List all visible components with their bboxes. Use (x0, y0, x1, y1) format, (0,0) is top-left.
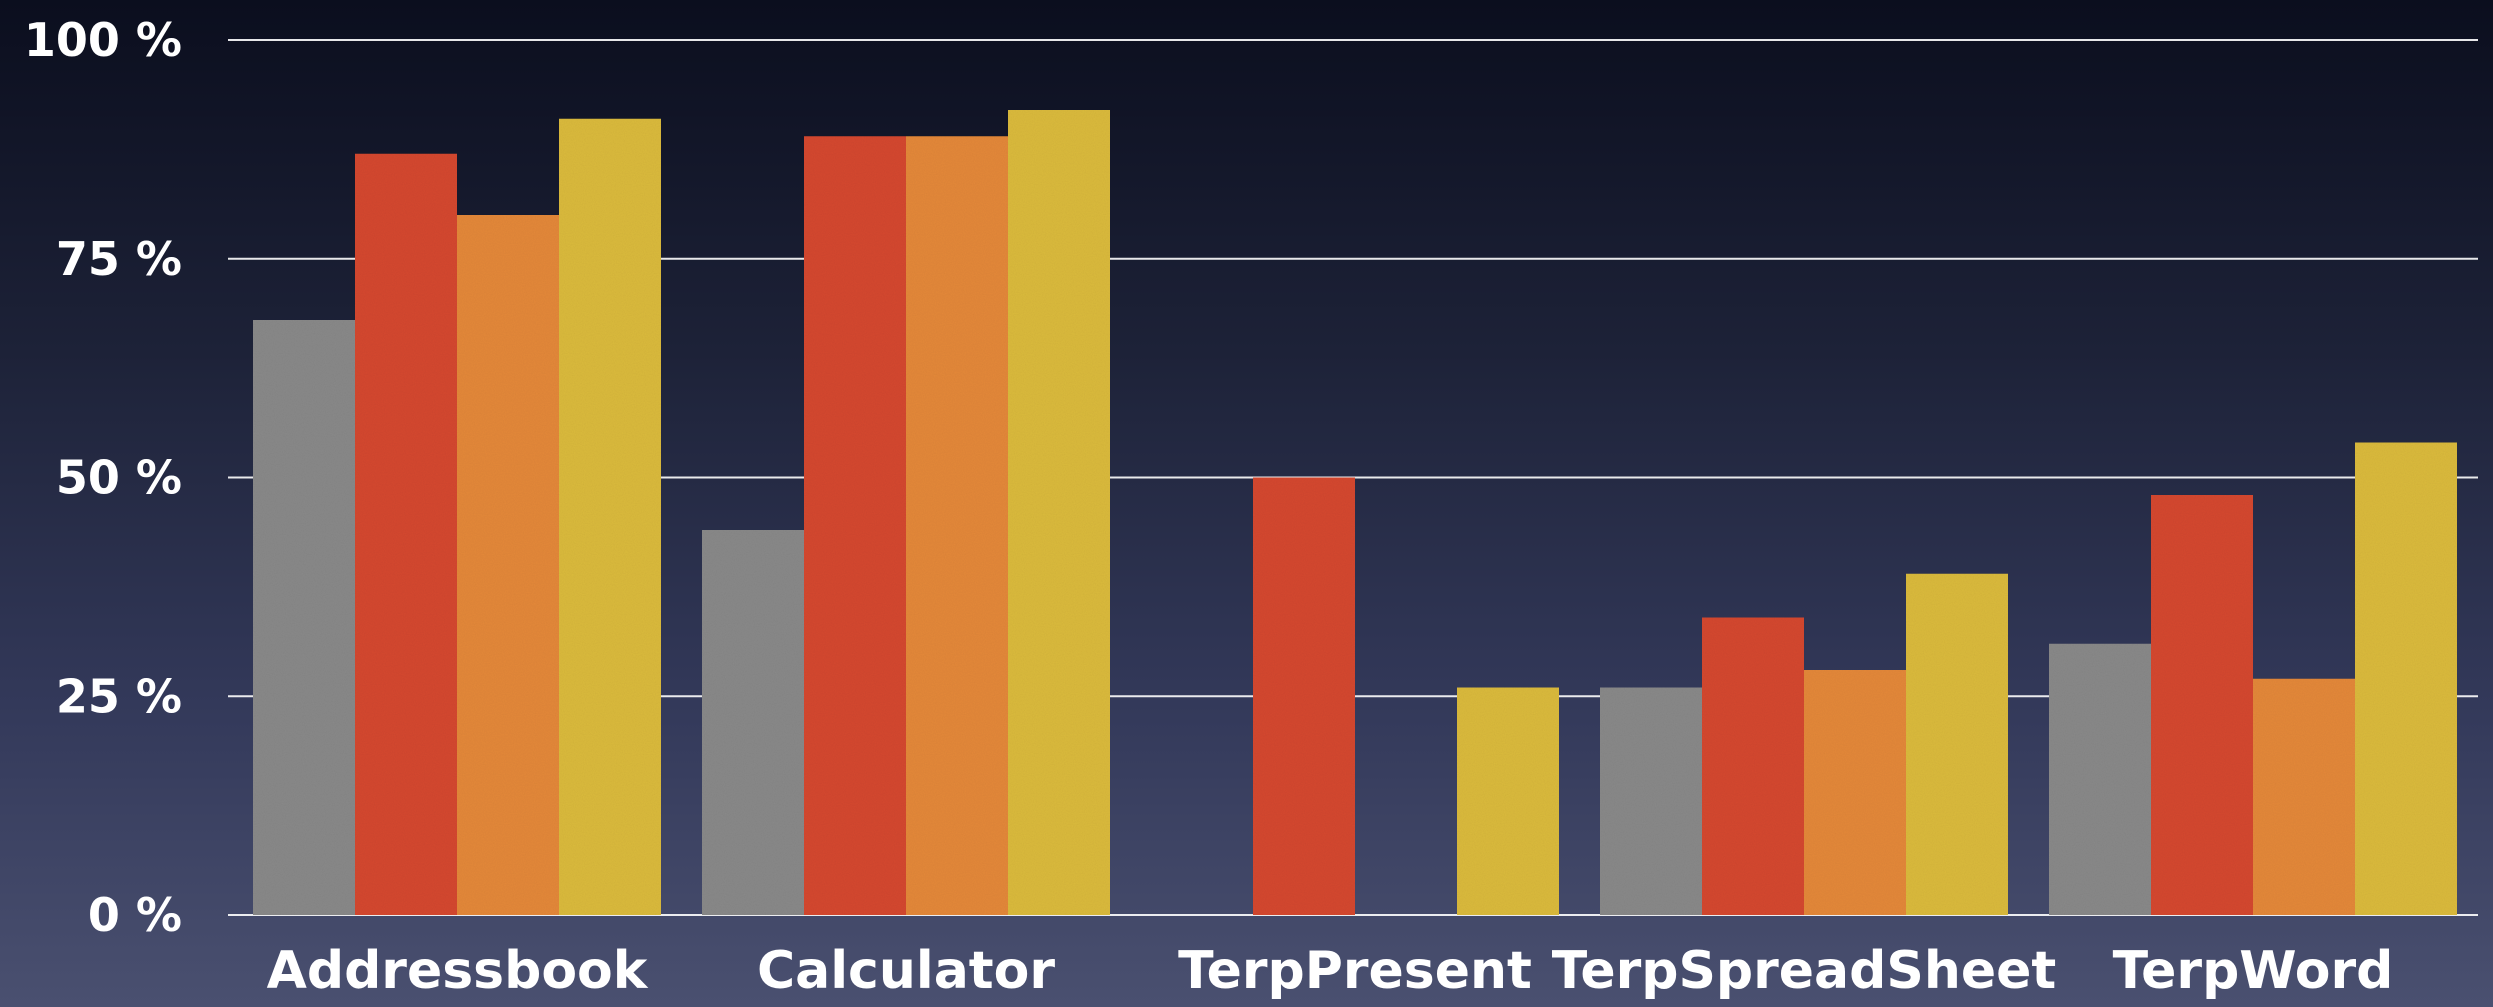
bars (253, 110, 2457, 915)
bar-addressbook-series-1 (253, 320, 355, 915)
bar-terpword-series-4 (2355, 442, 2457, 915)
x-category-label: TerpPresent (1178, 941, 1532, 1001)
y-tick-label: 50 % (56, 451, 182, 505)
bar-addressbook-series-3 (457, 215, 559, 915)
y-tick-label: 100 % (24, 13, 182, 67)
y-tick-label: 25 % (56, 669, 182, 723)
bar-terppresent-series-2 (1253, 477, 1355, 915)
bar-terpword-series-2 (2151, 495, 2253, 915)
y-axis-ticks: 0 % 25 % 50 % 75 % 100 % (24, 13, 182, 942)
bar-terpword-series-1 (2049, 643, 2151, 915)
bar-terppresent-series-4 (1457, 687, 1559, 915)
bar-terpword-series-3 (2253, 678, 2355, 915)
bar-terpspreadsheet-series-4 (1906, 573, 2008, 915)
x-category-label: Calculator (757, 941, 1055, 1001)
bar-calculator-series-2 (804, 136, 906, 915)
x-axis-categories: Addressbook Calculator TerpPresent TerpSpre… (267, 941, 2394, 1001)
bar-calculator-series-1 (702, 530, 804, 915)
x-category-label: TerpSpreadSheet (1552, 941, 2056, 1001)
x-category-label: TerpWord (2113, 941, 2394, 1001)
bar-terpspreadsheet-series-2 (1702, 617, 1804, 915)
y-tick-label: 75 % (56, 232, 182, 286)
bar-terpspreadsheet-series-1 (1600, 687, 1702, 915)
bar-calculator-series-3 (906, 136, 1008, 915)
bar-terpspreadsheet-series-3 (1804, 670, 1906, 915)
bar-addressbook-series-2 (355, 153, 457, 915)
y-tick-label: 0 % (88, 888, 182, 942)
bar-addressbook-series-4 (559, 118, 661, 915)
x-category-label: Addressbook (267, 941, 649, 1001)
bar-calculator-series-4 (1008, 110, 1110, 915)
